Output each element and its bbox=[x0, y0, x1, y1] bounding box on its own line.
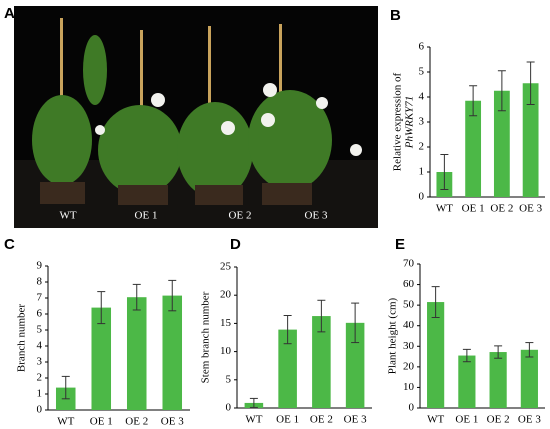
bar bbox=[458, 355, 476, 408]
y-tick-label: 30 bbox=[403, 340, 415, 352]
error-bar bbox=[283, 315, 292, 345]
y-tick-label: 50 bbox=[403, 299, 415, 311]
error-bar bbox=[249, 397, 258, 408]
bar bbox=[493, 90, 510, 197]
panel-letter: A bbox=[4, 5, 15, 22]
chart-panel: E Plant height (cm) 0 10 20 30 40 50 60 70 WT OE 1 O… bbox=[387, 236, 545, 426]
photo-label: OE 1 bbox=[135, 210, 158, 222]
y-tick-label: 4 bbox=[37, 340, 43, 352]
x-tick-label: OE 1 bbox=[90, 416, 113, 428]
error-bar bbox=[317, 299, 326, 333]
y-tick-label: 0 bbox=[37, 404, 43, 416]
x-tick-label: OE 1 bbox=[455, 414, 478, 426]
panel-letter: E bbox=[395, 236, 405, 253]
error-bar bbox=[97, 291, 106, 325]
y-tick-label: 6 bbox=[419, 41, 425, 53]
x-tick-label: OE 3 bbox=[161, 416, 184, 428]
chart-panel: D Stem branch number 0 5 10 15 20 25 WT OE 1 OE 2 O… bbox=[200, 236, 372, 426]
y-tick-label: 0 bbox=[409, 402, 415, 414]
error-bar bbox=[431, 286, 440, 318]
x-tick-label: OE 2 bbox=[125, 416, 148, 428]
x-tick-label: OE 1 bbox=[462, 203, 485, 215]
x-tick-label: OE 3 bbox=[518, 414, 541, 426]
photo-panel: A WT OE 1 OE 2 OE 3 bbox=[4, 5, 378, 228]
chart-panel: B Relative expression of PhWRKY71 0 1 2 3 4 5 6 WT… bbox=[390, 7, 545, 215]
y-tick-label: 20 bbox=[220, 289, 232, 301]
error-bar bbox=[462, 348, 471, 363]
y-tick-label: 5 bbox=[419, 66, 425, 78]
bar bbox=[427, 302, 445, 408]
x-tick-label: WT bbox=[436, 203, 453, 215]
panel-letter: B bbox=[390, 7, 401, 24]
bar bbox=[126, 297, 147, 410]
y-axis-label: PhWRKY71 bbox=[404, 96, 416, 150]
y-tick-label: 7 bbox=[37, 292, 43, 304]
y-tick-label: 60 bbox=[403, 278, 415, 290]
error-bar bbox=[469, 85, 478, 117]
y-axis-label: Relative expression of bbox=[392, 72, 404, 171]
y-tick-label: 6 bbox=[37, 308, 43, 320]
error-bar bbox=[440, 154, 449, 190]
bar bbox=[522, 83, 539, 197]
y-tick-label: 1 bbox=[37, 388, 43, 400]
flowers bbox=[95, 83, 362, 156]
x-tick-label: OE 2 bbox=[487, 414, 510, 426]
error-bar bbox=[497, 70, 506, 112]
x-tick-label: OE 3 bbox=[344, 414, 367, 426]
y-tick-label: 25 bbox=[220, 261, 232, 273]
y-axis-label: Plant height (cm) bbox=[387, 297, 399, 374]
pots bbox=[40, 182, 312, 205]
panel-letter: D bbox=[230, 236, 241, 253]
y-tick-label: 3 bbox=[419, 116, 425, 128]
y-tick-label: 8 bbox=[37, 276, 43, 288]
y-tick-label: 10 bbox=[220, 345, 232, 357]
y-axis-label: Stem branch number bbox=[200, 291, 212, 383]
y-tick-label: 4 bbox=[419, 91, 425, 103]
bar bbox=[465, 100, 482, 197]
photo-label: OE 2 bbox=[229, 210, 252, 222]
chart-panel: C Branch number 0 1 2 3 4 5 6 7 8 9 WT OE 1 OE 2 OE 3 bbox=[4, 236, 190, 428]
y-axis-label: Branch number bbox=[16, 304, 28, 372]
error-bar bbox=[526, 61, 535, 105]
error-bar bbox=[168, 279, 177, 312]
photo-label: WT bbox=[59, 210, 76, 222]
y-tick-label: 0 bbox=[419, 191, 425, 203]
y-tick-label: 5 bbox=[226, 373, 232, 385]
y-tick-label: 5 bbox=[37, 324, 43, 336]
y-tick-label: 1 bbox=[419, 166, 425, 178]
y-tick-label: 15 bbox=[220, 317, 232, 329]
y-tick-label: 3 bbox=[37, 356, 43, 368]
y-tick-label: 10 bbox=[403, 381, 415, 393]
bar bbox=[520, 349, 538, 408]
bar bbox=[91, 307, 112, 410]
x-tick-label: OE 3 bbox=[519, 203, 542, 215]
bar bbox=[345, 322, 365, 408]
error-bar bbox=[132, 283, 141, 311]
y-tick-label: 70 bbox=[403, 258, 415, 270]
x-tick-label: OE 1 bbox=[276, 414, 299, 426]
error-bar bbox=[525, 342, 534, 358]
x-tick-label: OE 2 bbox=[490, 203, 513, 215]
x-tick-label: OE 2 bbox=[310, 414, 333, 426]
error-bar bbox=[494, 345, 503, 359]
bar bbox=[278, 329, 297, 408]
y-tick-label: 0 bbox=[226, 402, 232, 414]
y-tick-label: 40 bbox=[403, 319, 415, 331]
bar bbox=[489, 352, 507, 408]
y-tick-label: 2 bbox=[419, 141, 425, 153]
bar bbox=[312, 316, 331, 408]
y-tick-label: 20 bbox=[403, 360, 415, 372]
error-bar bbox=[351, 302, 360, 344]
x-tick-label: WT bbox=[427, 414, 444, 426]
x-tick-label: WT bbox=[245, 414, 262, 426]
x-tick-label: WT bbox=[57, 416, 74, 428]
photo-label: OE 3 bbox=[305, 210, 328, 222]
panel-letter: C bbox=[4, 236, 15, 253]
bar bbox=[162, 295, 183, 410]
y-tick-label: 9 bbox=[37, 260, 43, 272]
error-bar bbox=[61, 375, 70, 400]
y-tick-label: 2 bbox=[37, 372, 43, 384]
